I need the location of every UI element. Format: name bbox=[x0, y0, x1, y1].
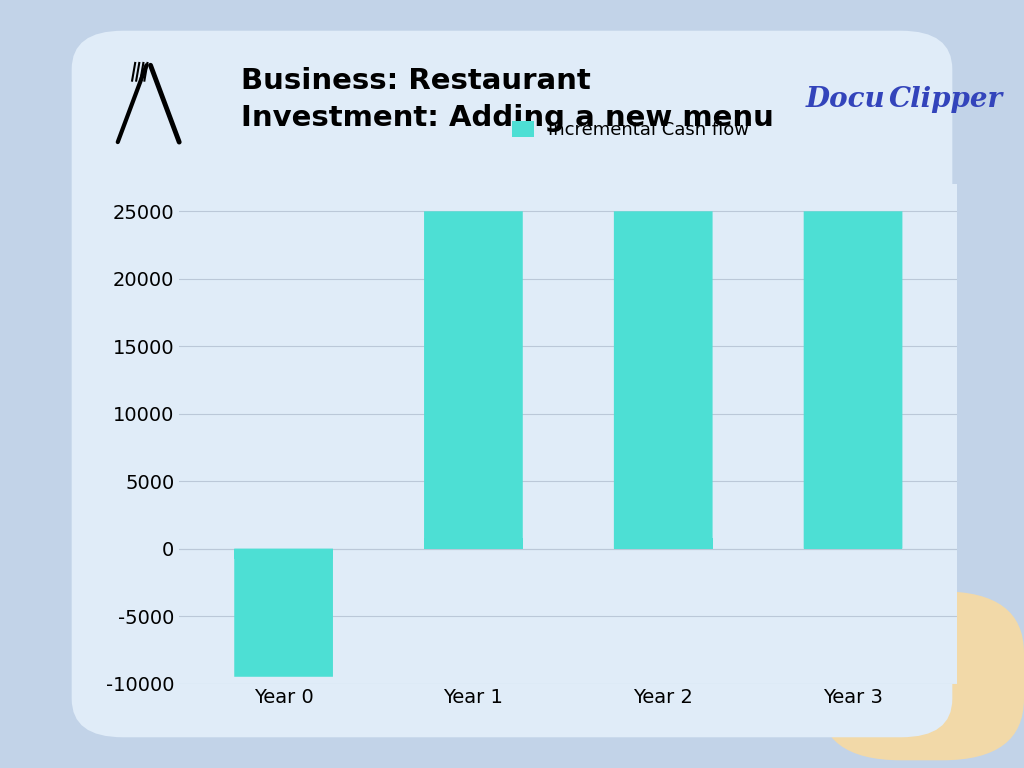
Text: Business: Restaurant: Business: Restaurant bbox=[241, 67, 591, 94]
FancyBboxPatch shape bbox=[819, 591, 1024, 760]
FancyBboxPatch shape bbox=[424, 211, 523, 548]
FancyBboxPatch shape bbox=[804, 211, 902, 548]
Circle shape bbox=[75, 48, 222, 159]
Bar bbox=[424, 538, 523, 548]
Text: Clipper: Clipper bbox=[889, 86, 1002, 114]
Text: Docu: Docu bbox=[806, 86, 886, 114]
FancyBboxPatch shape bbox=[613, 211, 713, 548]
Bar bbox=[234, 548, 333, 559]
Text: Investment: Adding a new menu: Investment: Adding a new menu bbox=[241, 104, 773, 131]
FancyBboxPatch shape bbox=[72, 31, 952, 737]
FancyBboxPatch shape bbox=[234, 548, 333, 677]
Bar bbox=[804, 538, 902, 548]
Bar bbox=[613, 538, 713, 548]
Legend: Incremental Cash flow: Incremental Cash flow bbox=[505, 114, 757, 146]
